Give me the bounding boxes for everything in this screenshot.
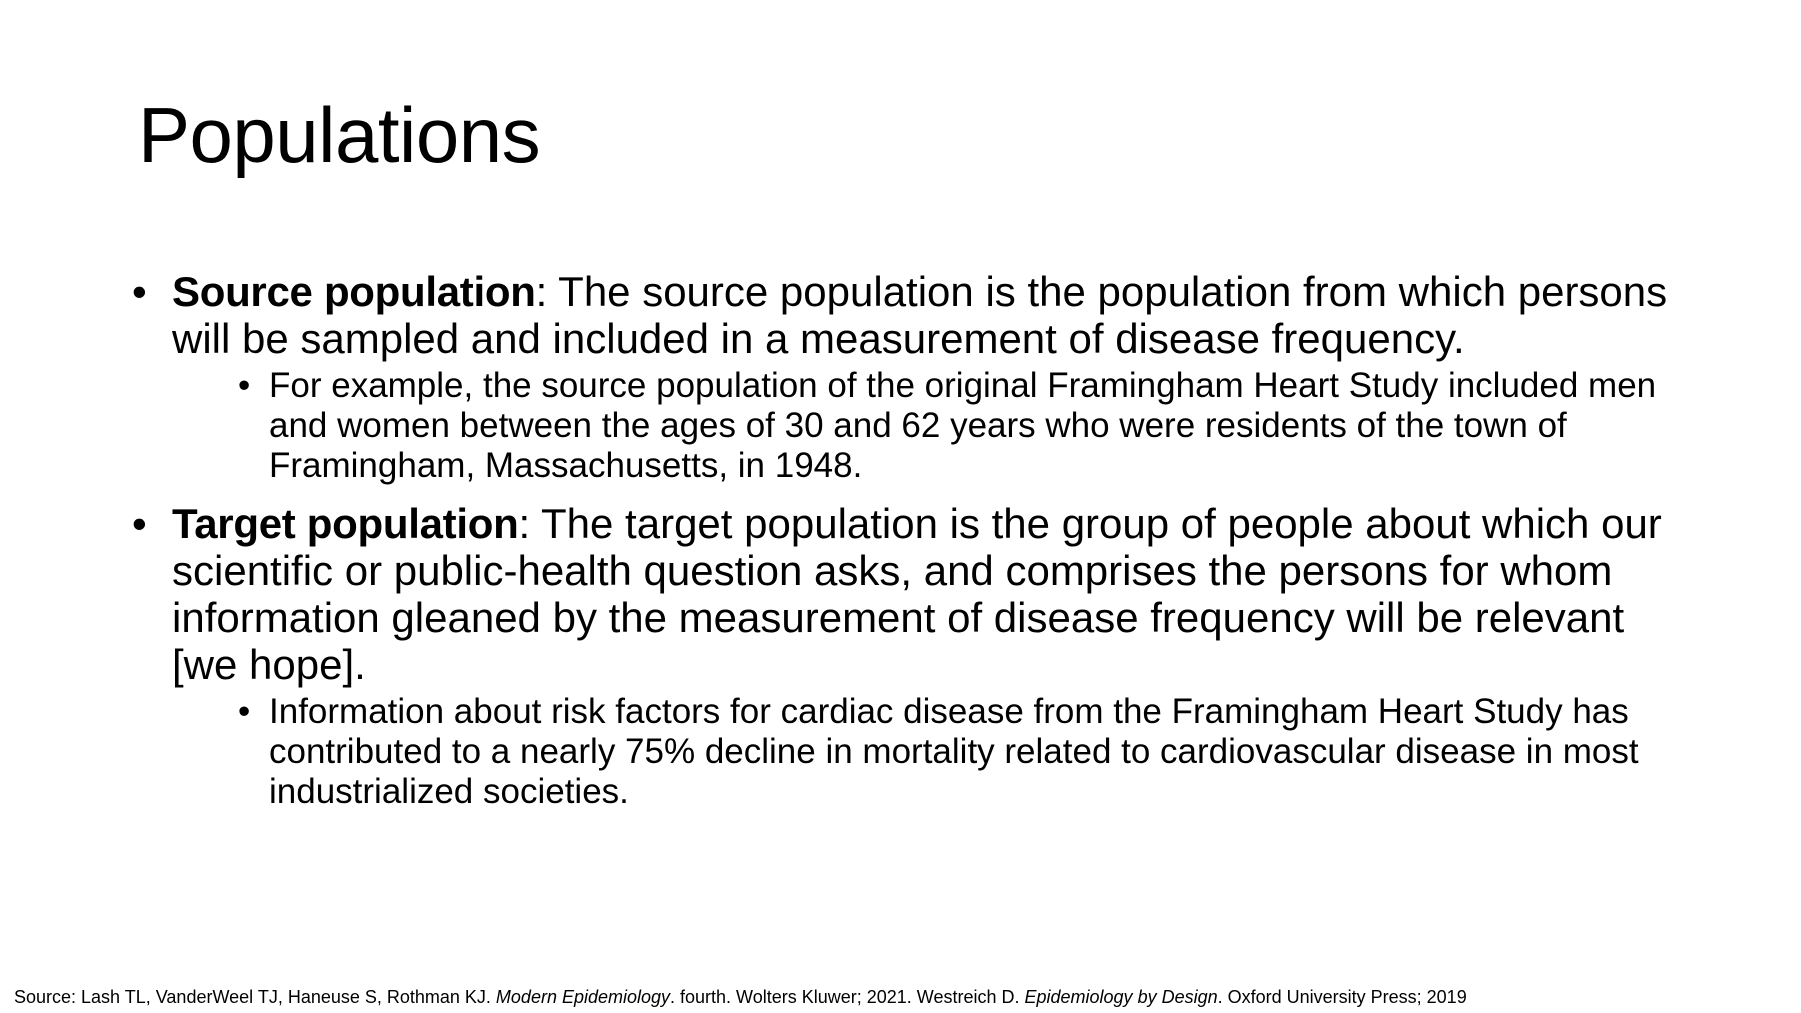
bullet-target-population: Target population: The target population… (130, 500, 1690, 688)
sub-bullet-framingham-impact: Information about risk factors for cardi… (238, 692, 1690, 812)
sub-bullet-framingham-example: For example, the source population of th… (238, 366, 1690, 486)
source-citation: Source: Lash TL, VanderWeel TJ, Haneuse … (14, 987, 1467, 1007)
citation-book-title: Epidemiology by Design (1024, 987, 1218, 1007)
citation-prefix: Source: Lash TL, VanderWeel TJ, Haneuse … (14, 987, 496, 1007)
bullet-text: The source population is the population … (172, 268, 1668, 362)
bullet-text: The target population is the group of pe… (172, 500, 1662, 688)
bullet-term: Target population (172, 500, 519, 547)
citation-middle: . fourth. Wolters Kluwer; 2021. Westreic… (670, 987, 1025, 1007)
bullet-separator: : (518, 500, 531, 547)
citation-suffix: . Oxford University Press; 2019 (1217, 987, 1467, 1007)
bullet-source-population: Source population: The source population… (130, 268, 1690, 362)
citation-book-title: Modern Epidemiology (495, 987, 671, 1007)
bullet-term: Source population (172, 268, 536, 315)
bullet-separator: : (535, 268, 548, 315)
bullet-list: Source population: The source population… (130, 268, 1690, 826)
slide-title: Populations (138, 91, 541, 179)
